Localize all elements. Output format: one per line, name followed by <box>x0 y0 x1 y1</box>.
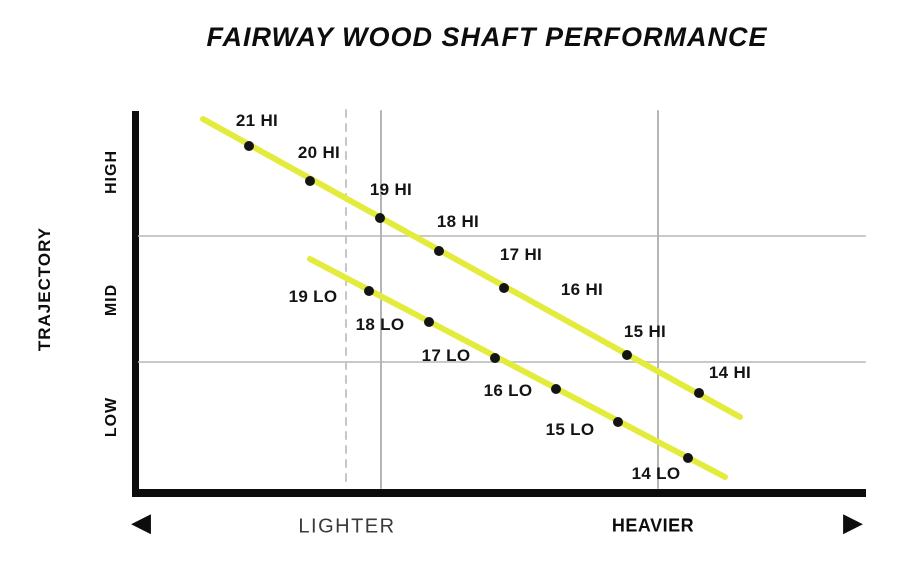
data-dot-18-lo <box>424 317 434 327</box>
data-dot-16-lo <box>551 384 561 394</box>
left-arrow-icon: ◀ <box>131 507 151 537</box>
point-label-17-lo: 17 LO <box>421 346 471 365</box>
point-label-15-hi: 15 HI <box>623 322 667 341</box>
point-label-20-hi: 20 HI <box>297 143 341 162</box>
data-dot-14-lo <box>683 453 693 463</box>
point-label-16-lo: 16 LO <box>483 381 533 400</box>
y-axis-line <box>132 111 139 497</box>
point-label-21-hi: 21 HI <box>235 111 279 130</box>
x-axis-line <box>132 489 866 497</box>
data-dot-17-hi <box>499 283 509 293</box>
x-axis-label-lighter: LIGHTER <box>298 515 396 538</box>
data-dot-18-hi <box>434 246 444 256</box>
series-line-hi-shafts <box>200 116 743 420</box>
point-label-18-hi: 18 HI <box>436 212 480 231</box>
point-label-19-lo: 19 LO <box>288 287 338 306</box>
data-dot-17-lo <box>490 353 500 363</box>
right-arrow-icon: ▶ <box>843 507 863 537</box>
data-dot-19-hi <box>375 213 385 223</box>
point-label-17-hi: 17 HI <box>499 245 543 264</box>
data-dot-20-hi <box>305 176 315 186</box>
x-axis-label-heavier: HEAVIER <box>611 515 695 536</box>
point-label-15-lo: 15 LO <box>545 420 595 439</box>
series-line-lo-shafts <box>307 256 728 480</box>
point-label-14-hi: 14 HI <box>708 363 752 382</box>
data-dot-21-hi <box>244 141 254 151</box>
point-label-16-hi: 16 HI <box>560 280 604 299</box>
data-dot-15-hi <box>622 350 632 360</box>
data-dot-15-lo <box>613 417 623 427</box>
point-label-19-hi: 19 HI <box>369 180 413 199</box>
page-title: FAIRWAY WOOD SHAFT PERFORMANCE <box>206 22 768 52</box>
data-dot-19-lo <box>364 286 374 296</box>
point-label-18-lo: 18 LO <box>355 315 405 334</box>
point-label-14-lo: 14 LO <box>631 464 681 483</box>
data-dot-14-hi <box>694 388 704 398</box>
